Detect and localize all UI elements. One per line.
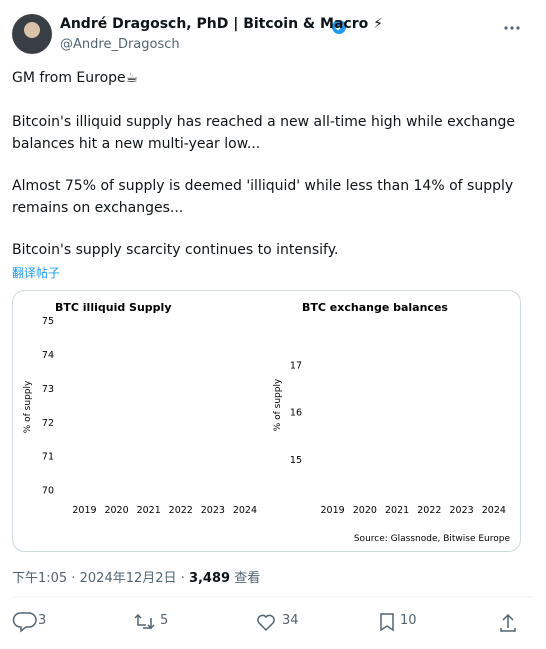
x-tick-label: 2022 <box>169 505 193 516</box>
y-tick-label: 73 <box>42 384 54 395</box>
author-handle[interactable]: @Andre_Dragosch <box>60 37 180 52</box>
repost-count[interactable]: 5 <box>160 613 169 628</box>
x-tick-label: 2019 <box>320 505 344 516</box>
author-name[interactable]: André Dragosch, PhD | Bitcoin & Macro ⚡ <box>60 16 383 32</box>
y-axis-label: % of supply <box>273 378 283 431</box>
x-tick-label: 2024 <box>482 505 506 516</box>
y-tick-label: 75 <box>42 316 54 327</box>
tweet-text: GM from Europe☕ <box>12 70 139 86</box>
tweet-text: Bitcoin's supply scarcity continues to i… <box>12 242 339 258</box>
verified-badge <box>332 20 346 34</box>
y-axis-label: % of supply <box>23 380 33 433</box>
action-icons <box>12 612 516 633</box>
translate-link[interactable]: 翻译帖子 <box>12 266 61 280</box>
y-tick-label: 71 <box>42 452 54 463</box>
x-tick-label: 2023 <box>201 505 225 516</box>
bookmark-icon[interactable] <box>380 613 394 632</box>
views-label: 查看 <box>234 571 261 586</box>
y-tick-label: 72 <box>42 418 54 429</box>
separator: · <box>71 571 76 586</box>
reply-count[interactable]: 3 <box>38 613 47 628</box>
y-tick-label: 70 <box>42 486 54 497</box>
x-tick-label: 2021 <box>385 505 409 516</box>
badge-check <box>334 23 344 31</box>
more-icon[interactable] <box>504 26 520 30</box>
x-tick-label: 2019 <box>72 505 96 516</box>
charts: BTC illiquid Supply % of supply 70 71 72 73 74… <box>23 301 506 516</box>
like-icon[interactable] <box>257 614 275 632</box>
bookmark-count[interactable]: 10 <box>400 613 417 628</box>
repost-icon[interactable] <box>134 613 155 630</box>
y-tick-label: 16 <box>290 408 302 419</box>
date: 2024年12月2日 <box>79 571 177 586</box>
x-tick-label: 2020 <box>104 505 128 516</box>
reply-icon[interactable] <box>12 612 37 633</box>
image-source: Source: Glassnode, Bitwise Europe <box>354 534 511 544</box>
chart-title: BTC illiquid Supply <box>55 301 172 314</box>
x-tick-label: 2023 <box>450 505 474 516</box>
avatar-face <box>24 22 40 38</box>
tweet-text: Almost 75% of supply is deemed 'illiquid… <box>12 178 514 216</box>
x-tick-label: 2020 <box>353 505 377 516</box>
chart-title: BTC exchange balances <box>302 301 448 314</box>
share-icon[interactable] <box>500 613 516 632</box>
separator: · <box>180 571 185 586</box>
time: 下午1:05 <box>12 571 68 586</box>
tweet-text: Bitcoin's illiquid supply has reached a … <box>12 114 516 152</box>
x-tick-label: 2022 <box>417 505 441 516</box>
image-card[interactable] <box>12 290 521 552</box>
views-count: 3,489 <box>188 571 231 586</box>
tweet-meta: 下午1:05 · 2024年12月2日 · 3,489 查看 <box>12 567 260 586</box>
x-tick-label: 2024 <box>233 505 257 516</box>
y-tick-label: 15 <box>290 455 302 466</box>
like-count[interactable]: 34 <box>282 613 299 628</box>
y-tick-label: 17 <box>290 360 302 371</box>
y-tick-label: 74 <box>42 350 54 361</box>
x-tick-label: 2021 <box>137 505 161 516</box>
